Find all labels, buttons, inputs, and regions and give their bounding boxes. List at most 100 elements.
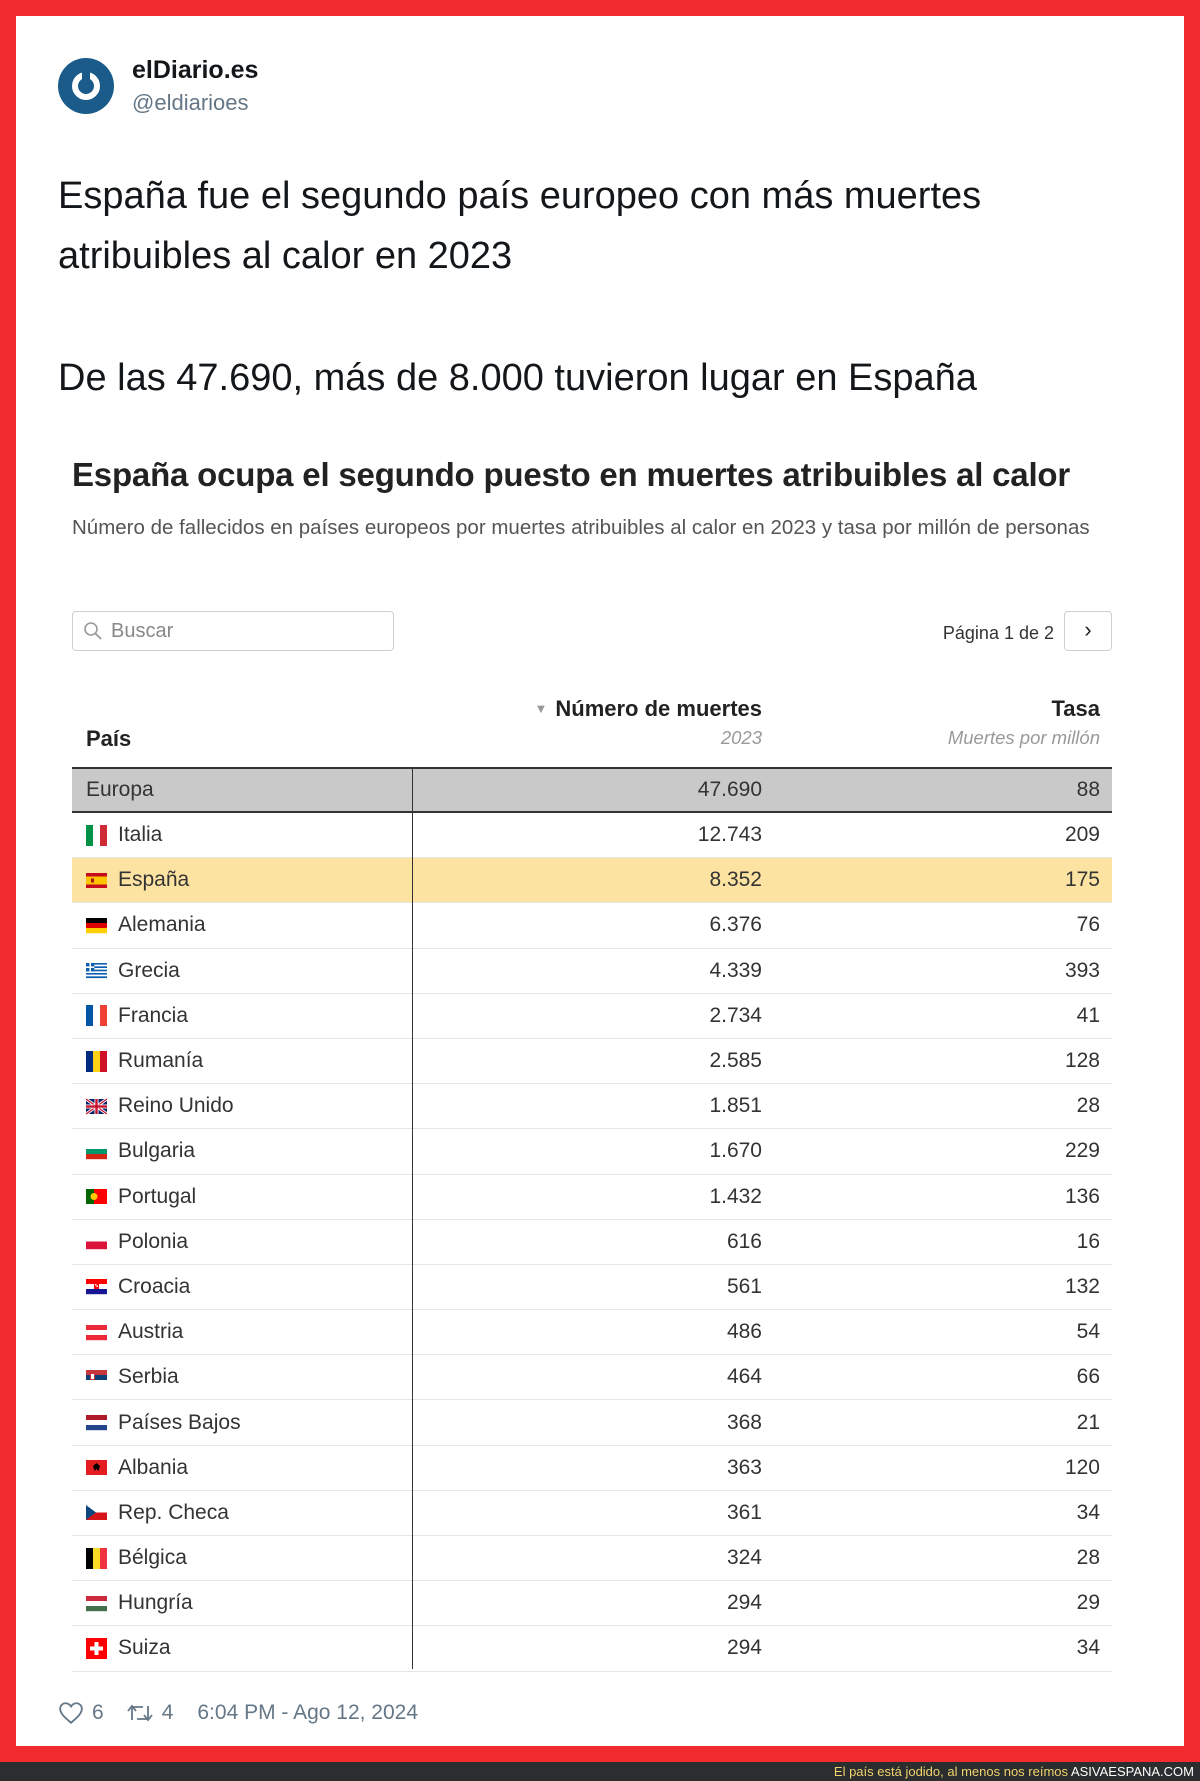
avatar[interactable] bbox=[58, 58, 114, 114]
country-cell: Bélgica bbox=[86, 1536, 187, 1580]
heart-icon[interactable] bbox=[58, 1700, 84, 1726]
table-row-total: Europa 47.690 88 bbox=[72, 769, 1112, 813]
country-cell: Serbia bbox=[86, 1355, 179, 1399]
deaths-cell: 2.585 bbox=[709, 1049, 762, 1073]
tweet-footer: 6 4 6:04 PM - Ago 12, 2024 bbox=[58, 1700, 418, 1726]
country-cell: España bbox=[86, 858, 189, 902]
flag-icon-be bbox=[86, 1547, 107, 1569]
search-input[interactable] bbox=[111, 618, 381, 644]
table-row: Polonia 616 16 bbox=[72, 1220, 1112, 1265]
tweet-text-line: De las 47.690, más de 8.000 tuvieron lug… bbox=[58, 357, 977, 399]
deaths-cell: 363 bbox=[726, 1455, 762, 1479]
country-name: Rumanía bbox=[118, 1049, 204, 1073]
table-row: Bulgaria 1.670 229 bbox=[72, 1129, 1112, 1175]
country-cell: Hungría bbox=[86, 1581, 193, 1625]
deaths-cell: 294 bbox=[726, 1591, 762, 1615]
country-name: Italia bbox=[118, 823, 163, 847]
flag-icon-gr bbox=[86, 963, 107, 979]
flag-icon-cz bbox=[86, 1505, 107, 1521]
column-header-rate[interactable]: Tasa bbox=[1051, 696, 1100, 721]
country-cell: Suiza bbox=[86, 1626, 171, 1670]
flag-icon-it bbox=[86, 824, 107, 846]
country-name: Reino Unido bbox=[118, 1094, 234, 1118]
next-page-button[interactable]: › bbox=[1064, 611, 1112, 651]
country-name: Bulgaria bbox=[118, 1139, 196, 1163]
retweet-icon[interactable] bbox=[126, 1701, 154, 1725]
country-cell: Rep. Checa bbox=[86, 1491, 229, 1535]
country-name: Hungría bbox=[118, 1591, 193, 1615]
rate-cell: 175 bbox=[1064, 868, 1100, 892]
deaths-cell: 616 bbox=[726, 1229, 762, 1253]
country-cell: Reino Unido bbox=[86, 1084, 234, 1128]
table-row: Grecia 4.339 393 bbox=[72, 949, 1112, 994]
rate-cell: 136 bbox=[1064, 1184, 1100, 1208]
tweet-card: elDiario.es @eldiarioes España fue el se… bbox=[16, 16, 1184, 1746]
country-cell: Italia bbox=[86, 813, 162, 857]
country-name: Polonia bbox=[118, 1229, 189, 1253]
table-subtitle: Número de fallecidos en países europeos … bbox=[72, 516, 1090, 539]
deaths-cell: 12.743 bbox=[697, 823, 762, 847]
table-row: Albania 363 120 bbox=[72, 1446, 1112, 1491]
deaths-cell: 561 bbox=[726, 1274, 762, 1298]
flag-icon-ro bbox=[86, 1050, 107, 1072]
table-row: Países Bajos 368 21 bbox=[72, 1400, 1112, 1446]
rate-cell: 88 bbox=[1076, 778, 1100, 801]
watermark-caption: El país está jodido, al menos nos reímos bbox=[833, 1764, 1069, 1779]
deaths-cell: 8.352 bbox=[709, 868, 762, 892]
table-row: Portugal 1.432 136 bbox=[72, 1175, 1112, 1220]
embedded-table-widget: España ocupa el segundo puesto en muerte… bbox=[72, 456, 1112, 1672]
table-row: Francia 2.734 41 bbox=[72, 994, 1112, 1039]
country-name: España bbox=[118, 868, 190, 892]
country-name: Bélgica bbox=[118, 1546, 187, 1570]
flag-icon-al bbox=[86, 1460, 107, 1476]
tweet-text: España fue el segundo país europeo con m… bbox=[58, 166, 1138, 408]
deaths-cell: 4.339 bbox=[709, 958, 762, 982]
column-header-deaths[interactable]: ▼ Número de muertes bbox=[535, 696, 763, 722]
rate-cell: 41 bbox=[1076, 1003, 1100, 1027]
rate-cell: 393 bbox=[1064, 958, 1100, 982]
search-box[interactable] bbox=[72, 611, 394, 651]
rate-cell: 29 bbox=[1076, 1591, 1100, 1615]
author-name[interactable]: elDiario.es bbox=[132, 56, 259, 84]
country-name: Suiza bbox=[118, 1636, 171, 1660]
country-name: Alemania bbox=[118, 913, 206, 937]
rate-cell: 28 bbox=[1076, 1546, 1100, 1570]
flag-icon-at bbox=[86, 1324, 107, 1340]
watermark-bar: El país está jodido, al menos nos reímos… bbox=[0, 1762, 1200, 1781]
table-row: Austria 486 54 bbox=[72, 1310, 1112, 1356]
deaths-cell: 361 bbox=[726, 1500, 762, 1524]
rate-cell: 76 bbox=[1076, 913, 1100, 937]
rate-cell: 132 bbox=[1064, 1274, 1100, 1298]
deaths-cell: 324 bbox=[726, 1546, 762, 1570]
country-name: Albania bbox=[118, 1455, 189, 1479]
country-name: Países Bajos bbox=[118, 1410, 241, 1434]
table-row: Serbia 464 66 bbox=[72, 1355, 1112, 1401]
rate-cell: 209 bbox=[1064, 823, 1100, 847]
avatar-logo-notch bbox=[82, 66, 90, 80]
tweet-text-line: España fue el segundo país europeo con m… bbox=[58, 175, 982, 277]
country-cell: Países Bajos bbox=[86, 1400, 241, 1444]
deaths-cell: 1.851 bbox=[709, 1094, 762, 1118]
country-name: Serbia bbox=[118, 1365, 179, 1389]
deaths-cell: 464 bbox=[726, 1365, 762, 1389]
rate-cell: 34 bbox=[1076, 1500, 1100, 1524]
flag-icon-fr bbox=[86, 1005, 107, 1027]
tweet-timestamp[interactable]: 6:04 PM - Ago 12, 2024 bbox=[197, 1701, 419, 1724]
country-cell: Alemania bbox=[86, 903, 206, 947]
author-handle[interactable]: @eldiarioes bbox=[132, 90, 249, 115]
country-cell: Francia bbox=[86, 994, 188, 1038]
rate-cell: 16 bbox=[1076, 1229, 1100, 1253]
sort-desc-icon: ▼ bbox=[534, 701, 548, 716]
column-header-deaths-label: Número de muertes bbox=[555, 696, 762, 721]
table-row: Reino Unido 1.851 28 bbox=[72, 1084, 1112, 1130]
column-subheader-rate: Muertes por millón bbox=[947, 727, 1100, 748]
deaths-cell: 486 bbox=[726, 1320, 762, 1344]
column-header-country[interactable]: País bbox=[86, 726, 132, 751]
country-name: Austria bbox=[118, 1320, 184, 1344]
column-divider bbox=[412, 767, 413, 1669]
deaths-cell: 368 bbox=[726, 1410, 762, 1434]
table-row: Croacia 561 132 bbox=[72, 1265, 1112, 1311]
table-row: España 8.352 175 bbox=[72, 858, 1112, 904]
flag-icon-de bbox=[86, 917, 107, 934]
